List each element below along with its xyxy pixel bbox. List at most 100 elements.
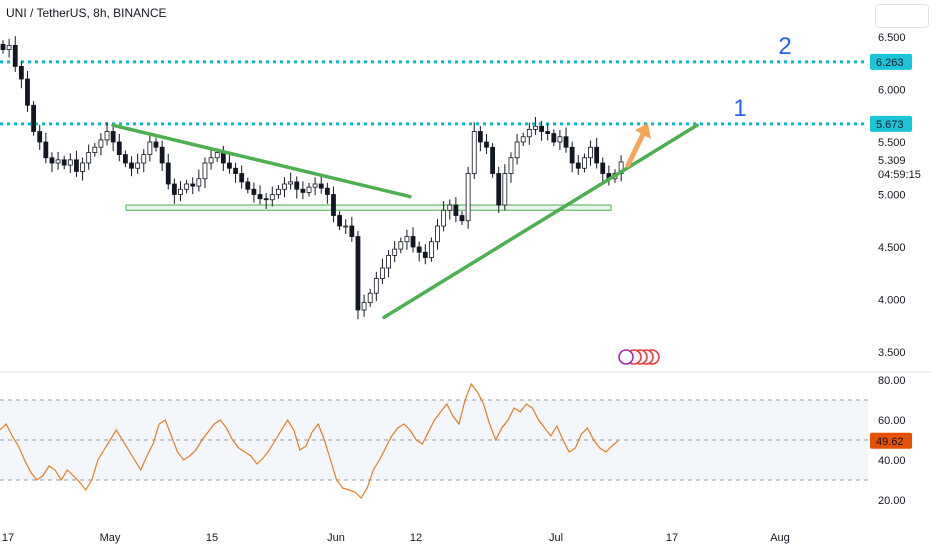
candle-body — [123, 154, 128, 164]
candle-body — [373, 278, 379, 294]
candle-body — [380, 267, 385, 279]
y-tick-label: 4.000 — [878, 295, 906, 307]
candle-body — [435, 225, 440, 243]
candle-body — [520, 136, 526, 143]
level-price-text: 6.263 — [876, 57, 904, 69]
candle-body — [551, 133, 557, 143]
candle-body — [67, 159, 73, 166]
candle-body — [129, 162, 134, 169]
candle-body — [43, 141, 49, 159]
x-tick-label: 17 — [2, 532, 14, 544]
support-zone — [125, 204, 612, 211]
x-tick-label: Jul — [549, 532, 563, 544]
rsi-line — [0, 382, 619, 499]
candle-body — [337, 215, 343, 227]
level-label: 1 — [733, 95, 746, 122]
chart-settings-box[interactable] — [875, 4, 929, 28]
candle-body — [588, 146, 593, 159]
x-tick-label: 15 — [206, 532, 218, 544]
candle-body — [233, 167, 238, 174]
event-badges[interactable] — [618, 349, 660, 365]
candle-body — [178, 188, 183, 195]
candle-body — [251, 188, 257, 195]
candle-body — [471, 131, 477, 174]
candle-body — [135, 162, 141, 169]
candle-body — [153, 141, 159, 148]
candle-body — [214, 152, 220, 159]
candle-body — [545, 131, 551, 134]
trendline — [382, 123, 699, 320]
y-tick-label: 4.500 — [878, 242, 906, 254]
candle-body — [171, 183, 177, 195]
x-tick-label: Aug — [770, 532, 790, 544]
candle-body — [31, 104, 37, 132]
candle-body — [80, 162, 85, 172]
candle-body — [245, 181, 251, 190]
candle-body — [502, 173, 508, 206]
chart-title: UNI / TetherUS, 8h, BINANCE — [6, 6, 167, 20]
candle-body — [569, 146, 575, 164]
y-tick-label: 6.000 — [878, 85, 906, 97]
candle-body — [514, 141, 520, 159]
rsi-y-tick-label: 60.00 — [878, 415, 906, 427]
candle-body — [239, 173, 245, 183]
horizontal-levels: 21 — [0, 33, 868, 126]
candle-body — [0, 43, 6, 50]
rsi-value-badge — [870, 432, 912, 449]
candle-body — [416, 246, 422, 253]
candle-body — [306, 186, 312, 193]
candle-body — [269, 194, 275, 201]
axes: 6.500 6.000 5.500 5.000 4.500 4.000 3.500 80.00… — [2, 32, 921, 544]
candle-body — [196, 178, 202, 187]
candle-body — [92, 146, 98, 153]
dividend-flag-icon — [618, 349, 634, 365]
candle-body — [575, 162, 581, 169]
candle-body — [25, 78, 30, 106]
rsi-value-text: 49.62 — [876, 436, 904, 448]
level-label: 2 — [778, 33, 791, 60]
candle-body — [453, 204, 459, 216]
candle-body — [74, 159, 79, 172]
candle-body — [422, 251, 428, 258]
candle-body — [355, 236, 361, 311]
candle-body — [282, 183, 287, 190]
trendlines — [111, 123, 699, 320]
candle-body — [49, 157, 55, 164]
candle-body — [300, 188, 306, 193]
y-tick-label: 5.500 — [878, 137, 906, 149]
rsi-y-tick-label: 40.00 — [878, 455, 906, 467]
candle-body — [465, 173, 471, 222]
x-tick-label: Jun — [327, 532, 345, 544]
candle-body — [18, 66, 24, 80]
trendline — [111, 123, 412, 199]
x-tick-label: 17 — [666, 532, 678, 544]
candle-body — [484, 141, 489, 148]
level-price-text: 5.673 — [876, 119, 904, 131]
candle-body — [533, 125, 538, 130]
candle-body — [208, 157, 214, 164]
candle-body — [263, 198, 269, 201]
candle-body — [582, 157, 587, 169]
candle-body — [6, 45, 12, 51]
candle-body — [508, 157, 514, 174]
candle-body — [526, 128, 532, 138]
candle-body — [104, 131, 110, 141]
candle-body — [220, 152, 226, 164]
candle-body — [141, 154, 147, 164]
candle-body — [490, 146, 496, 174]
support-zone-rect — [125, 204, 612, 211]
candle-body — [331, 194, 336, 216]
y-tick-label: 3.500 — [878, 347, 906, 359]
candle-body — [324, 187, 330, 195]
candle-body — [441, 209, 447, 227]
rsi-y-tick-label: 80.00 — [878, 375, 906, 387]
arrow-head — [635, 123, 651, 140]
x-tick-label: May — [100, 532, 121, 544]
candle-body — [447, 204, 453, 211]
candle-body — [37, 131, 43, 143]
x-tick-label: 12 — [410, 532, 422, 544]
candle-body — [190, 183, 196, 187]
rsi-y-tick-label: 20.00 — [878, 495, 906, 507]
candle-body — [12, 45, 18, 67]
